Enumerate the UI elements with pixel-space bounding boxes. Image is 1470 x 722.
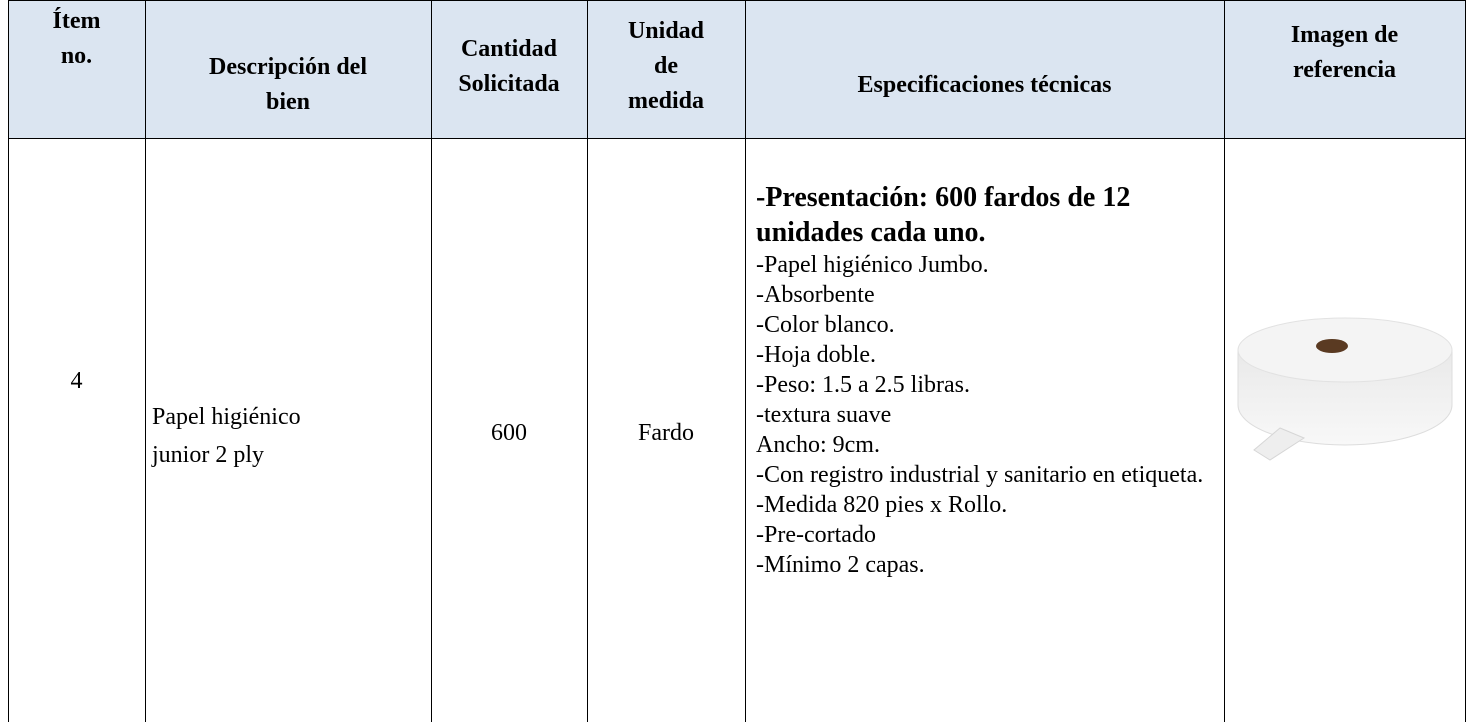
spec-item: -Con registro industrial y sanitario en … — [756, 462, 1204, 488]
header-text: medida — [627, 88, 704, 114]
border — [8, 0, 9, 722]
header-text: Unidad — [627, 18, 705, 44]
border — [431, 0, 432, 722]
border — [587, 0, 588, 722]
item-number: 4 — [70, 368, 83, 394]
header-cell: Ítem no. — [8, 4, 145, 74]
border — [145, 0, 146, 722]
header-text: Solicitada — [458, 71, 560, 97]
border — [8, 0, 1466, 1]
spec-item: -Color blanco. — [756, 312, 895, 338]
spec-item: -Medida 820 pies x Rollo. — [756, 492, 1008, 518]
header-text: Imagen de — [1290, 22, 1399, 48]
header-text: Especificaciones técnicas — [857, 72, 1112, 98]
description-line: junior 2 ply — [152, 442, 264, 468]
header-cell: Especificaciones técnicas — [745, 68, 1224, 103]
spec-item: -textura suave — [756, 402, 892, 428]
description: Papel higiénico junior 2 ply — [152, 398, 301, 474]
header-text: no. — [60, 43, 93, 69]
header-text: referencia — [1292, 57, 1397, 83]
border — [745, 0, 746, 722]
description-line: Papel higiénico — [152, 404, 301, 430]
header-cell: Cantidad Solicitada — [431, 32, 587, 102]
header-cell: Descripción del bien — [145, 50, 431, 120]
border — [1224, 0, 1225, 722]
header-text: bien — [265, 89, 310, 115]
header-text: Ítem — [52, 8, 101, 34]
header-text: de — [654, 53, 678, 79]
specifications: -Presentación: 600 fardos de 12 unidades… — [756, 180, 1218, 580]
border — [1465, 0, 1466, 722]
reference-image — [1237, 317, 1453, 461]
header-background — [8, 0, 1465, 138]
spec-item: -Pre-cortado — [756, 522, 876, 548]
spec-item: Ancho: 9cm. — [756, 432, 880, 458]
spec-item: -Mínimo 2 capas. — [756, 552, 925, 578]
header-cell: Imagen de referencia — [1224, 18, 1465, 88]
border — [8, 138, 1466, 139]
spec-item: -Peso: 1.5 a 2.5 libras. — [756, 372, 970, 398]
header-text: Descripción del — [209, 54, 367, 80]
quantity: 600 — [491, 420, 527, 446]
unit: Fardo — [638, 420, 694, 446]
spec-item: -Absorbente — [756, 282, 875, 308]
spec-item: -Hoja doble. — [756, 342, 876, 368]
spec-item: -Papel higiénico Jumbo. — [756, 252, 989, 278]
spec-item: -Presentación: 600 fardos de 12 unidades… — [756, 182, 1131, 248]
header-text: Cantidad — [460, 36, 558, 62]
header-cell: Unidad de medida — [587, 14, 745, 119]
